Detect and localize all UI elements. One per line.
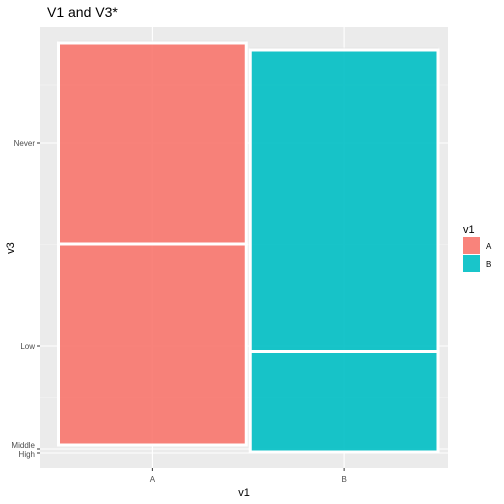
legend-label: A xyxy=(486,242,492,251)
legend-label: B xyxy=(486,260,491,269)
y-tick-label: High xyxy=(19,450,35,459)
legend-key xyxy=(463,237,480,254)
x-tick-label: A xyxy=(150,475,156,484)
y-axis-title: v3 xyxy=(5,242,17,254)
mosaic-tiles xyxy=(57,40,440,454)
y-tick-label: Low xyxy=(20,342,35,351)
y-tick-label: Never xyxy=(14,139,36,148)
x-axis-title: v1 xyxy=(238,487,250,499)
chart-title: V1 and V3* xyxy=(47,4,118,20)
y-tick-label: Middle xyxy=(11,441,35,450)
mosaic-tile-a-never xyxy=(57,41,248,246)
legend: v1 AB xyxy=(463,224,492,272)
mosaic-tile-a-low xyxy=(57,242,248,447)
x-tick-label: B xyxy=(341,475,346,484)
mosaic-tile-b-never xyxy=(248,48,440,353)
mosaic-tile-b-low xyxy=(248,350,440,454)
legend-title: v1 xyxy=(463,224,475,236)
legend-key xyxy=(463,255,480,272)
